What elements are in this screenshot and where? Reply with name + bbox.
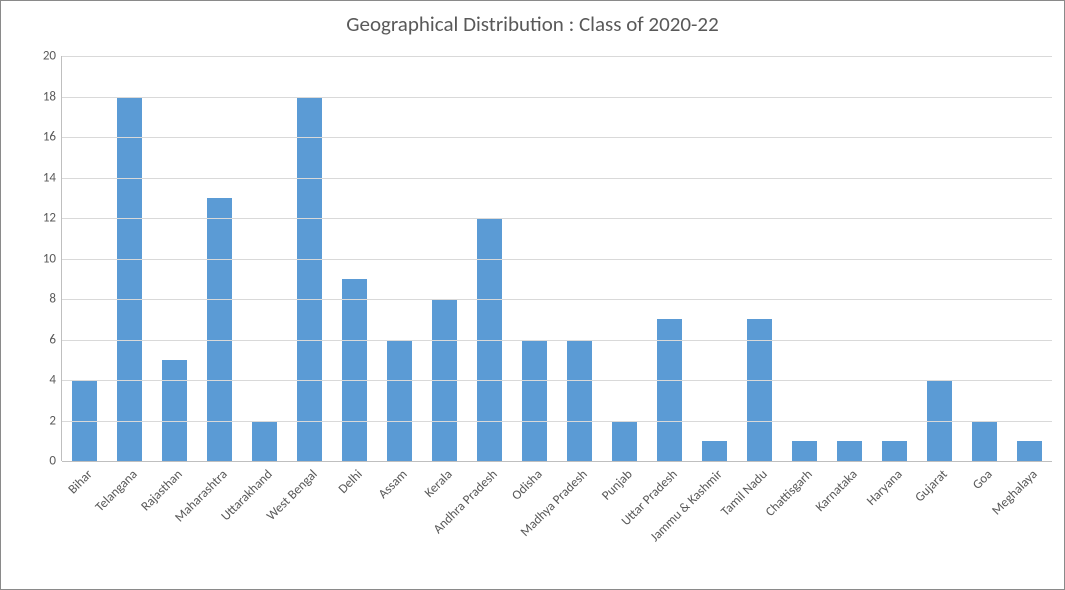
x-tick-label: Bihar	[65, 467, 95, 497]
grid-line	[62, 421, 1052, 422]
x-tick-label: Telangana	[92, 467, 140, 515]
grid-line	[62, 461, 1052, 462]
bar	[702, 441, 727, 461]
bar	[162, 360, 187, 461]
x-tick-label: Delhi	[335, 467, 365, 497]
chart-frame: Geographical Distribution : Class of 202…	[0, 0, 1065, 590]
y-tick-label: 0	[49, 454, 62, 469]
bar	[522, 340, 547, 462]
y-tick-label: 10	[43, 251, 62, 266]
x-tick-label: Punjab	[599, 467, 635, 503]
x-tick-label: Tamil Nadu	[718, 467, 770, 519]
x-tick-label: Meghalaya	[989, 467, 1040, 518]
y-tick-label: 2	[49, 413, 62, 428]
bar	[837, 441, 862, 461]
bar	[612, 421, 637, 462]
y-tick-label: 20	[43, 49, 62, 64]
grid-line	[62, 218, 1052, 219]
x-tick-label: Odisha	[509, 467, 545, 503]
bar	[117, 97, 142, 462]
bar	[972, 421, 997, 462]
x-tick-label: Goa	[969, 467, 995, 493]
bar	[297, 97, 322, 462]
bar	[207, 198, 232, 461]
y-tick-label: 12	[43, 211, 62, 226]
grid-line	[62, 299, 1052, 300]
x-tick-label: Kerala	[421, 467, 455, 501]
x-tick-label: Chattisgarh	[762, 467, 815, 520]
bar	[882, 441, 907, 461]
bar	[1017, 441, 1042, 461]
plot-area: 02468101214161820BiharTelanganaRajasthan…	[61, 56, 1052, 461]
grid-line	[62, 380, 1052, 381]
x-tick-label: Gujarat	[912, 467, 950, 505]
y-tick-label: 14	[43, 170, 62, 185]
bar	[567, 340, 592, 462]
grid-line	[62, 340, 1052, 341]
bar	[747, 319, 772, 461]
chart-title: Geographical Distribution : Class of 202…	[1, 11, 1064, 37]
x-tick-label: Karnataka	[812, 467, 860, 515]
y-tick-label: 4	[49, 373, 62, 388]
x-tick-label: Assam	[375, 467, 410, 502]
bar	[387, 340, 412, 462]
grid-line	[62, 56, 1052, 57]
bar	[342, 279, 367, 461]
y-tick-label: 8	[49, 292, 62, 307]
bar	[657, 319, 682, 461]
y-tick-label: 18	[43, 89, 62, 104]
grid-line	[62, 97, 1052, 98]
x-tick-label: Haryana	[863, 467, 905, 509]
y-tick-label: 16	[43, 130, 62, 145]
grid-line	[62, 137, 1052, 138]
grid-line	[62, 178, 1052, 179]
grid-line	[62, 259, 1052, 260]
bar	[252, 421, 277, 462]
y-tick-label: 6	[49, 332, 62, 347]
bar	[792, 441, 817, 461]
